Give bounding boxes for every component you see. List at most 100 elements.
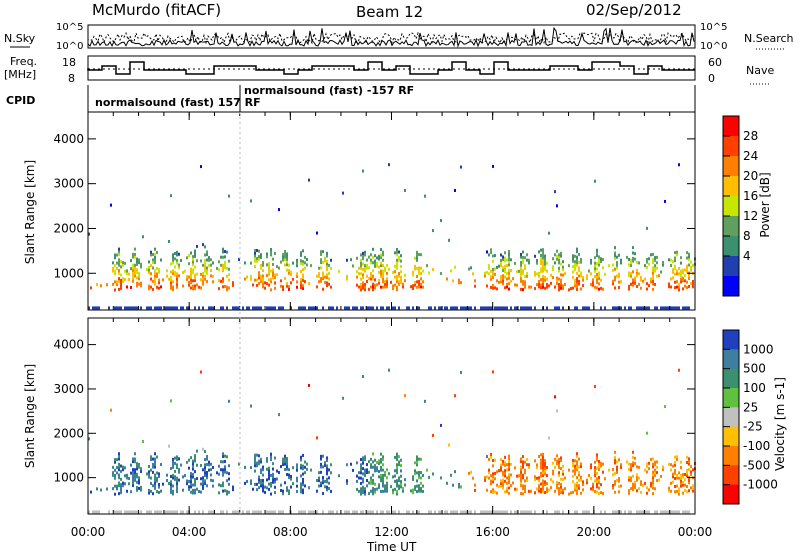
power-cell — [580, 271, 582, 275]
power-cell — [652, 269, 654, 273]
velocity-cell — [270, 452, 272, 456]
power-cell — [418, 279, 420, 283]
power-cell — [228, 194, 230, 198]
power-cell — [118, 247, 120, 251]
power-cell — [374, 259, 376, 263]
power-cell — [428, 306, 430, 310]
power-data-layer — [88, 163, 696, 310]
power-cell — [322, 276, 324, 280]
power-cell — [204, 253, 206, 257]
power-cell — [204, 269, 206, 273]
velocity-cell — [364, 473, 366, 477]
x-tick-label: 16:00 — [475, 525, 510, 539]
freq-panel-frame — [87, 55, 696, 81]
velocity-cell — [260, 481, 262, 485]
velocity-cell — [688, 467, 690, 471]
velocity-cell — [616, 465, 618, 469]
velocity-cell — [176, 482, 178, 486]
power-cell — [368, 255, 370, 259]
velocity-cell — [154, 473, 156, 477]
power-cell — [470, 266, 472, 270]
power-cell — [680, 269, 682, 273]
velocity-cell — [608, 468, 610, 472]
power-cell — [154, 277, 156, 281]
power-cell — [686, 264, 688, 268]
power-cell — [196, 244, 198, 248]
power-cell — [638, 272, 640, 276]
velocity-cell — [256, 461, 258, 465]
velocity-cell — [218, 491, 220, 495]
velocity-cell — [174, 461, 176, 465]
velocity-cell — [668, 462, 670, 466]
power-cell — [286, 268, 288, 272]
power-cell — [546, 269, 548, 273]
velocity-cell — [560, 467, 562, 471]
velocity-cell — [602, 462, 604, 466]
velocity-cell — [574, 464, 576, 468]
power-cell — [678, 272, 680, 276]
power-cell — [416, 275, 418, 279]
velocity-cell — [120, 483, 122, 487]
velocity-cell — [188, 487, 190, 491]
velocity-cell — [258, 459, 260, 463]
velocity-cell — [148, 475, 150, 479]
velocity-cell — [172, 484, 174, 488]
velocity-cell — [204, 450, 206, 454]
power-cell — [138, 271, 140, 275]
velocity-cell — [554, 489, 556, 493]
nsky-panel-frame — [87, 24, 696, 49]
power-cell — [120, 286, 122, 290]
power-cell — [628, 263, 630, 267]
power-cell — [672, 268, 674, 272]
power-cell — [204, 258, 206, 262]
power-cell — [192, 257, 194, 261]
velocity-cell — [542, 487, 544, 491]
power-cell — [326, 254, 328, 258]
power-cell — [376, 256, 378, 260]
velocity-cell — [210, 462, 212, 466]
velocity-cell — [562, 478, 564, 482]
velocity-cell — [300, 474, 302, 478]
power-cell — [576, 279, 578, 283]
velocity-cell — [656, 510, 658, 514]
power-cell — [468, 306, 470, 310]
velocity-cell — [646, 470, 648, 474]
power-cell — [302, 278, 304, 282]
velocity-cell — [564, 487, 566, 491]
velocity-cell — [496, 510, 498, 514]
velocity-cell — [190, 477, 192, 481]
power-cell — [508, 282, 510, 286]
power-cell — [260, 263, 262, 267]
power-cell — [534, 254, 536, 258]
velocity-cell — [686, 461, 688, 465]
power-cell — [654, 306, 656, 310]
power-cell — [324, 259, 326, 263]
velocity-cell — [296, 484, 298, 488]
velocity-cell — [254, 510, 256, 514]
power-cell — [528, 306, 530, 310]
power-cell — [260, 306, 262, 310]
velocity-cell — [620, 465, 622, 469]
velocity-cell — [174, 469, 176, 473]
velocity-cell — [318, 484, 320, 488]
velocity-cell — [662, 510, 664, 514]
power-cell — [154, 253, 156, 257]
velocity-cell — [262, 481, 264, 485]
velocity-cell — [92, 510, 94, 514]
power-cell — [358, 285, 360, 289]
power-cell — [244, 277, 246, 281]
velocity-cell — [300, 510, 302, 514]
velocity-cell — [520, 476, 522, 480]
power-cell — [306, 258, 308, 262]
nsky-tick-top: 10^5 — [56, 22, 83, 33]
power-cell — [288, 287, 290, 291]
velocity-cell — [194, 478, 196, 482]
power-cell — [194, 287, 196, 291]
velocity-cell — [194, 491, 196, 495]
velocity-cell — [174, 456, 176, 460]
velocity-cell — [558, 460, 560, 464]
velocity-cell — [152, 470, 154, 474]
power-cell — [90, 286, 92, 290]
power-cell — [620, 306, 622, 310]
power-cell — [258, 276, 260, 280]
